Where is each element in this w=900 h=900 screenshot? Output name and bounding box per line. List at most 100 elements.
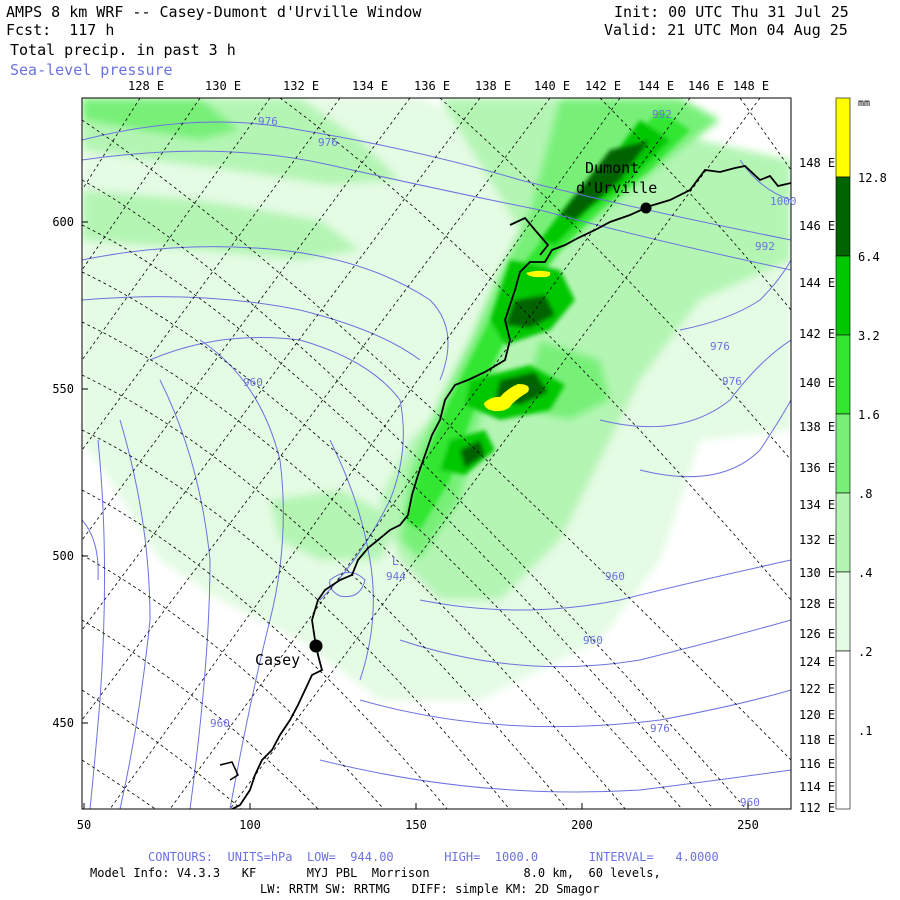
contour-label: 976 — [710, 340, 730, 353]
physics-info: LW: RRTM SW: RRTMG DIFF: simple KM: 2D S… — [260, 882, 600, 896]
lat-label: 138 E — [799, 420, 835, 434]
contour-label: 976 — [258, 115, 278, 128]
y-tick-label: 600 — [52, 215, 74, 229]
lon-label: 138 E — [475, 79, 511, 93]
y-tick-label: 450 — [52, 716, 74, 730]
colorbar-level: 6.4 — [858, 250, 880, 264]
y-tick-label: 500 — [52, 549, 74, 563]
low-marker: L — [392, 555, 399, 568]
contour-label: 976 — [722, 375, 742, 388]
lon-label: 130 E — [205, 79, 241, 93]
lon-label: 140 E — [534, 79, 570, 93]
lat-label: 116 E — [799, 757, 835, 771]
contour-label: 976 — [650, 722, 670, 735]
lat-label: 112 E — [799, 801, 835, 815]
lon-label: 134 E — [352, 79, 388, 93]
colorbar: mm 12.8 6.4 3.2 1.6 .8 .4 .2 .1 — [835, 97, 887, 810]
colorbar-swatch-12.8 — [835, 97, 851, 178]
colorbar-swatch-1.6 — [835, 334, 851, 415]
station-marker-dumont — [640, 202, 652, 214]
lat-label: 126 E — [799, 627, 835, 641]
colorbar-level: .1 — [858, 724, 872, 738]
coast-inlet — [509, 216, 550, 256]
model-info: Model Info: V4.3.3 KF MYJ PBL Morrison 8… — [90, 866, 661, 880]
colorbar-level: 3.2 — [858, 329, 880, 343]
x-tick-label: 150 — [405, 818, 427, 832]
lat-label: 136 E — [799, 461, 835, 475]
contour-labels: 976 976 992 960 976 976 992 1000 960 960… — [210, 108, 797, 809]
contour-label: 960 — [583, 634, 603, 647]
x-tick-label: 250 — [737, 818, 759, 832]
contour-label: 992 — [652, 108, 672, 121]
lat-label: 144 E — [799, 276, 835, 290]
colorbar-level: .8 — [858, 487, 872, 501]
contour-label: 944 — [386, 570, 406, 583]
lat-label: 120 E — [799, 708, 835, 722]
colorbar-swatch-6.4 — [835, 176, 851, 257]
pressure-contours — [82, 121, 791, 809]
lat-label: 122 E — [799, 682, 835, 696]
right-side-labels: 148 E 146 E 144 E 142 E 140 E 138 E 136 … — [799, 156, 835, 815]
coast-island — [219, 761, 239, 781]
colorbar-level: .2 — [858, 645, 872, 659]
precip-max-1 — [484, 384, 529, 412]
forecast-hour: Fcst: 117 h — [6, 21, 115, 39]
init-time: Init: 00 UTC Thu 31 Jul 25 — [614, 3, 849, 21]
contour-info: CONTOURS: UNITS=hPa LOW= 944.00 HIGH= 10… — [148, 850, 719, 864]
x-tick-label: 200 — [571, 818, 593, 832]
lat-label: 128 E — [799, 597, 835, 611]
colorbar-swatch-0.8 — [835, 413, 851, 494]
x-tick-label: 100 — [239, 818, 261, 832]
lat-label: 130 E — [799, 566, 835, 580]
colorbar-level: 1.6 — [858, 408, 880, 422]
lon-label: 132 E — [283, 79, 319, 93]
lat-label: 132 E — [799, 533, 835, 547]
contour-label: 992 — [755, 240, 775, 253]
top-lon-labels: 128 E 130 E 132 E 134 E 136 E 138 E 140 … — [128, 79, 769, 93]
map-panel — [82, 98, 791, 809]
contour-label: 960 — [210, 717, 230, 730]
lat-label: 134 E — [799, 498, 835, 512]
map-frame — [81, 97, 792, 810]
lon-label: 128 E — [128, 79, 164, 93]
lat-label: 124 E — [799, 655, 835, 669]
lon-label: 148 E — [733, 79, 769, 93]
contour-label: 960 — [243, 376, 263, 389]
x-axis-labels: 50 100 150 200 250 — [77, 803, 759, 832]
colorbar-level: .4 — [858, 566, 872, 580]
y-axis-labels: 600 550 500 450 — [52, 215, 88, 730]
station-label-dumont: Dumont — [585, 159, 639, 177]
coastline — [231, 165, 791, 809]
station-label-durville: d'Urville — [576, 179, 657, 197]
lat-label: 114 E — [799, 780, 835, 794]
lat-label: 140 E — [799, 376, 835, 390]
colorbar-swatch-3.2 — [835, 255, 851, 336]
precip-max-2 — [526, 270, 551, 278]
lon-label: 146 E — [688, 79, 724, 93]
x-tick-label: 50 — [77, 818, 91, 832]
graticule — [82, 98, 791, 809]
lat-label: 148 E — [799, 156, 835, 170]
overlay-label: Sea-level pressure — [10, 61, 173, 79]
colorbar-swatch-0.1 — [835, 650, 851, 810]
station-label-casey: Casey — [255, 651, 300, 669]
map-title: AMPS 8 km WRF -- Casey-Dumont d'Urville … — [6, 3, 422, 21]
contour-label: 976 — [318, 136, 338, 149]
colorbar-swatch-0.4 — [835, 492, 851, 573]
lon-label: 136 E — [414, 79, 450, 93]
contour-label: 1000 — [770, 195, 797, 208]
lat-label: 142 E — [799, 327, 835, 341]
field-label: Total precip. in past 3 h — [10, 41, 236, 59]
lon-label: 144 E — [638, 79, 674, 93]
valid-time: Valid: 21 UTC Mon 04 Aug 25 — [604, 21, 848, 39]
lat-label: 118 E — [799, 733, 835, 747]
colorbar-unit: mm — [858, 98, 870, 109]
lat-label: 146 E — [799, 219, 835, 233]
precip-moderate — [405, 110, 690, 530]
colorbar-swatch-0.2 — [835, 571, 851, 652]
colorbar-level: 12.8 — [858, 171, 887, 185]
contour-label: 960 — [605, 570, 625, 583]
station-marker-casey — [309, 639, 323, 653]
contour-label: 960 — [740, 796, 760, 809]
